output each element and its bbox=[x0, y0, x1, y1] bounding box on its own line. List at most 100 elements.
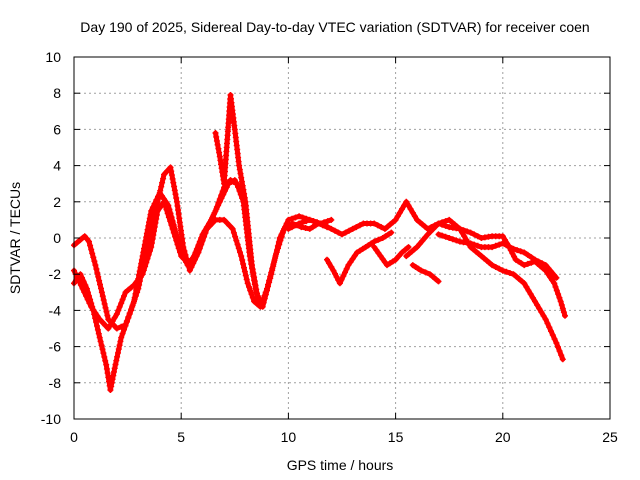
data-point-marker bbox=[540, 312, 547, 319]
data-point-marker bbox=[181, 256, 188, 263]
data-point-marker bbox=[532, 256, 538, 263]
data-point-marker bbox=[511, 253, 518, 260]
data-point-marker bbox=[492, 242, 499, 249]
data-point-marker bbox=[474, 242, 481, 249]
data-point-marker bbox=[234, 241, 241, 248]
x-tick-label: 25 bbox=[602, 429, 618, 445]
data-point-marker bbox=[253, 286, 260, 293]
data-point-marker bbox=[517, 248, 524, 255]
series-track-4 bbox=[212, 92, 262, 305]
data-point-marker bbox=[552, 283, 559, 290]
data-point-marker bbox=[396, 209, 403, 216]
data-point-marker bbox=[275, 245, 281, 252]
data-point-marker bbox=[542, 262, 549, 269]
data-point-marker bbox=[528, 254, 535, 261]
data-point-marker bbox=[209, 213, 216, 220]
data-point-marker bbox=[211, 209, 218, 216]
data-point-marker bbox=[356, 222, 363, 229]
data-point-marker bbox=[418, 267, 425, 274]
data-point-marker bbox=[246, 283, 252, 290]
data-point-marker bbox=[278, 233, 285, 240]
data-point-marker bbox=[139, 271, 146, 278]
series-track-10 bbox=[435, 231, 560, 281]
data-point-marker bbox=[394, 213, 401, 220]
data-point-marker bbox=[74, 239, 81, 246]
data-point-marker bbox=[103, 361, 110, 368]
data-point-marker bbox=[279, 229, 286, 236]
data-point-marker bbox=[241, 264, 247, 271]
data-point-marker bbox=[164, 210, 171, 217]
data-point-marker bbox=[549, 332, 556, 339]
data-point-marker bbox=[102, 357, 109, 364]
data-point-marker bbox=[209, 219, 216, 226]
data-point-marker bbox=[496, 265, 503, 272]
data-point-marker bbox=[335, 229, 342, 236]
series-line bbox=[371, 244, 411, 268]
data-point-marker bbox=[174, 241, 181, 248]
data-point-marker bbox=[529, 294, 536, 301]
data-point-marker bbox=[84, 296, 91, 303]
data-point-marker bbox=[523, 283, 530, 290]
data-point-marker bbox=[538, 309, 545, 316]
data-point-marker bbox=[521, 262, 528, 269]
data-point-marker bbox=[195, 244, 202, 251]
data-point-marker bbox=[118, 323, 125, 330]
data-point-marker bbox=[532, 298, 538, 305]
x-tick-label: 15 bbox=[388, 429, 404, 445]
data-point-marker bbox=[548, 268, 554, 275]
data-point-marker bbox=[535, 258, 542, 265]
ticks bbox=[73, 56, 611, 420]
data-point-marker bbox=[215, 145, 222, 152]
data-point-marker bbox=[439, 221, 446, 228]
data-point-marker bbox=[160, 175, 167, 182]
data-point-marker bbox=[510, 245, 517, 252]
data-point-marker bbox=[90, 254, 97, 261]
data-point-marker bbox=[163, 206, 170, 213]
data-point-marker bbox=[169, 225, 176, 232]
data-point-marker bbox=[250, 270, 257, 277]
data-point-marker bbox=[503, 242, 510, 249]
data-point-marker bbox=[514, 247, 521, 254]
data-point-marker bbox=[310, 218, 317, 225]
data-point-marker bbox=[271, 257, 278, 264]
data-point-marker bbox=[461, 233, 468, 240]
data-point-marker bbox=[203, 225, 210, 232]
data-point-marker bbox=[374, 222, 381, 229]
data-point-marker bbox=[562, 312, 568, 319]
data-point-marker bbox=[289, 224, 295, 231]
data-point-marker bbox=[230, 229, 237, 236]
data-point-marker bbox=[489, 262, 496, 269]
data-point-marker bbox=[499, 233, 506, 240]
data-point-marker bbox=[411, 213, 418, 220]
data-point-marker bbox=[241, 268, 248, 275]
data-point-marker bbox=[343, 265, 350, 272]
data-point-marker bbox=[456, 225, 463, 232]
data-point-marker bbox=[553, 340, 560, 346]
data-point-marker bbox=[109, 318, 116, 325]
data-point-marker bbox=[113, 325, 120, 332]
data-point-marker bbox=[193, 247, 200, 254]
data-point-marker bbox=[299, 219, 306, 226]
data-point-marker bbox=[105, 316, 112, 323]
data-point-marker bbox=[100, 350, 107, 357]
data-point-marker bbox=[118, 300, 125, 307]
data-point-marker bbox=[328, 216, 335, 223]
data-point-marker bbox=[403, 198, 410, 205]
data-point-marker bbox=[87, 242, 94, 249]
grid bbox=[74, 57, 610, 419]
data-point-marker bbox=[560, 309, 567, 316]
data-point-marker bbox=[223, 184, 230, 191]
data-point-marker bbox=[151, 228, 157, 234]
data-point-marker bbox=[555, 344, 561, 351]
data-point-marker bbox=[405, 244, 412, 251]
data-point-marker bbox=[353, 224, 360, 231]
data-point-marker bbox=[143, 259, 150, 266]
data-point-marker bbox=[168, 222, 175, 229]
x-axis-label: GPS time / hours bbox=[287, 457, 394, 473]
y-tick-label: 4 bbox=[53, 158, 61, 174]
data-point-marker bbox=[197, 240, 204, 247]
data-point-marker bbox=[405, 202, 412, 209]
data-point-marker bbox=[213, 137, 220, 144]
data-point-marker bbox=[148, 207, 155, 214]
